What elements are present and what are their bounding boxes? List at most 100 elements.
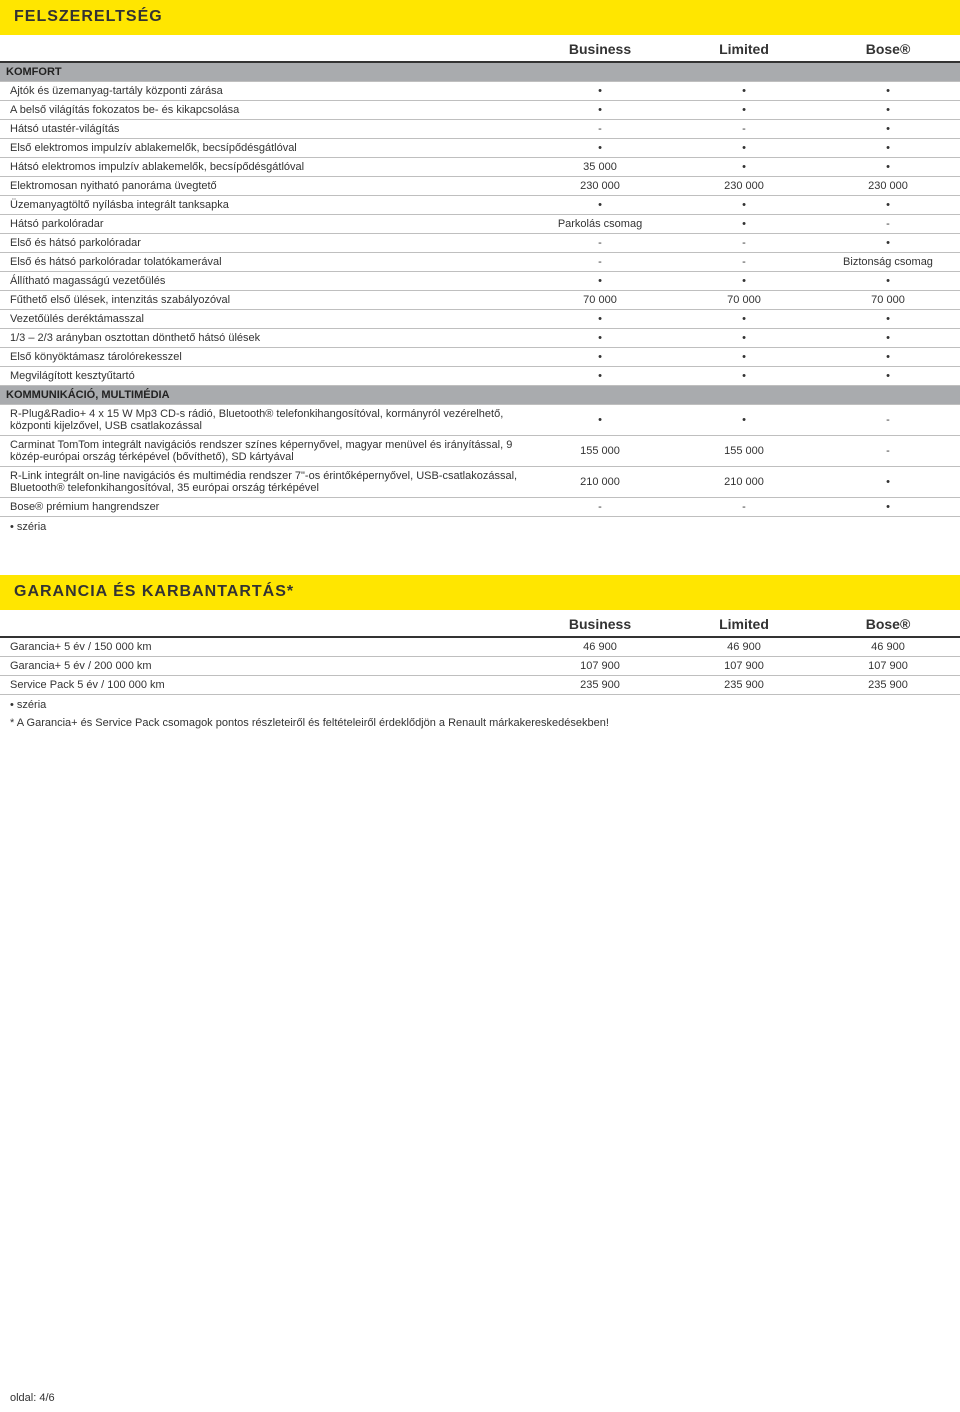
- row-value: •: [672, 405, 816, 436]
- section-title-2: GARANCIA ÉS KARBANTARTÁS*: [0, 575, 960, 610]
- row-value: 155 000: [528, 436, 672, 467]
- row-label: Első és hátsó parkolóradar tolatókameráv…: [0, 253, 528, 272]
- row-value: -: [528, 120, 672, 139]
- row-value: •: [672, 272, 816, 291]
- table-row: Elektromosan nyitható panoráma üvegtető2…: [0, 177, 960, 196]
- row-value: •: [528, 348, 672, 367]
- table-row: Első és hátsó parkolóradar--•: [0, 234, 960, 253]
- row-value: •: [816, 348, 960, 367]
- col-blank: [0, 610, 528, 637]
- row-label: Fűthető első ülések, intenzitás szabályo…: [0, 291, 528, 310]
- row-label: Első elektromos impulzív ablakemelők, be…: [0, 139, 528, 158]
- row-value: 210 000: [672, 467, 816, 498]
- row-value: •: [528, 272, 672, 291]
- section-row-label: KOMFORT: [0, 62, 960, 82]
- row-value: •: [816, 101, 960, 120]
- table-row: Ajtók és üzemanyag-tartály központi zárá…: [0, 82, 960, 101]
- row-label: R-Plug&Radio+ 4 x 15 W Mp3 CD-s rádió, B…: [0, 405, 528, 436]
- row-value: •: [528, 329, 672, 348]
- row-value: •: [528, 101, 672, 120]
- row-label: Ajtók és üzemanyag-tartály központi zárá…: [0, 82, 528, 101]
- row-value: 70 000: [672, 291, 816, 310]
- section-row-label: KOMMUNIKÁCIÓ, MULTIMÉDIA: [0, 386, 960, 405]
- table-row: Garancia+ 5 év / 150 000 km46 90046 9004…: [0, 637, 960, 657]
- equipment-table: Business Limited Bose® KOMFORTAjtók és ü…: [0, 35, 960, 517]
- row-label: Bose® prémium hangrendszer: [0, 498, 528, 517]
- row-label: 1/3 – 2/3 arányban osztottan dönthető há…: [0, 329, 528, 348]
- row-value: Biztonság csomag: [816, 253, 960, 272]
- row-value: 107 900: [672, 657, 816, 676]
- row-value: •: [672, 101, 816, 120]
- row-label: Állítható magasságú vezetőülés: [0, 272, 528, 291]
- row-value: •: [816, 234, 960, 253]
- row-value: 70 000: [528, 291, 672, 310]
- row-value: •: [672, 139, 816, 158]
- row-value: 107 900: [816, 657, 960, 676]
- col-bose: Bose®: [816, 610, 960, 637]
- row-value: -: [528, 253, 672, 272]
- row-value: •: [672, 329, 816, 348]
- table-header-row: Business Limited Bose®: [0, 35, 960, 62]
- table2-note-1: • széria: [0, 695, 960, 713]
- row-label: Megvilágított kesztyűtartó: [0, 367, 528, 386]
- row-label: Első és hátsó parkolóradar: [0, 234, 528, 253]
- table-row: Hátsó utastér-világítás--•: [0, 120, 960, 139]
- table-row: Vezetőülés deréktámasszal•••: [0, 310, 960, 329]
- row-label: A belső világítás fokozatos be- és kikap…: [0, 101, 528, 120]
- row-value: •: [672, 158, 816, 177]
- row-label: Hátsó elektromos impulzív ablakemelők, b…: [0, 158, 528, 177]
- table-row: Service Pack 5 év / 100 000 km235 900235…: [0, 676, 960, 695]
- row-value: •: [672, 215, 816, 234]
- row-value: •: [672, 196, 816, 215]
- table-row: Carminat TomTom integrált navigációs ren…: [0, 436, 960, 467]
- row-value: -: [672, 234, 816, 253]
- row-value: •: [528, 367, 672, 386]
- row-label: Service Pack 5 év / 100 000 km: [0, 676, 528, 695]
- table2-note-2: * A Garancia+ és Service Pack csomagok p…: [0, 713, 960, 731]
- row-value: •: [528, 196, 672, 215]
- row-label: Vezetőülés deréktámasszal: [0, 310, 528, 329]
- table-row: Hátsó elektromos impulzív ablakemelők, b…: [0, 158, 960, 177]
- row-value: •: [816, 82, 960, 101]
- row-label: Hátsó parkolóradar: [0, 215, 528, 234]
- row-value: •: [528, 82, 672, 101]
- table-row: Első könyöktámasz tárolórekesszel•••: [0, 348, 960, 367]
- row-value: 46 900: [528, 637, 672, 657]
- table-row: Első és hátsó parkolóradar tolatókameráv…: [0, 253, 960, 272]
- row-value: •: [816, 272, 960, 291]
- row-value: 46 900: [816, 637, 960, 657]
- row-value: 235 900: [528, 676, 672, 695]
- row-value: •: [816, 367, 960, 386]
- row-label: Garancia+ 5 év / 150 000 km: [0, 637, 528, 657]
- row-value: 230 000: [528, 177, 672, 196]
- row-value: 235 900: [816, 676, 960, 695]
- row-value: -: [672, 253, 816, 272]
- section-title-1: FELSZERELTSÉG: [0, 0, 960, 35]
- row-value: 46 900: [672, 637, 816, 657]
- row-value: 235 900: [672, 676, 816, 695]
- row-value: 155 000: [672, 436, 816, 467]
- col-business: Business: [528, 35, 672, 62]
- table-row: Garancia+ 5 év / 200 000 km107 900107 90…: [0, 657, 960, 676]
- row-value: 210 000: [528, 467, 672, 498]
- row-label: R-Link integrált on-line navigációs és m…: [0, 467, 528, 498]
- col-limited: Limited: [672, 610, 816, 637]
- row-value: •: [528, 310, 672, 329]
- row-value: •: [816, 196, 960, 215]
- table-header-row: Business Limited Bose®: [0, 610, 960, 637]
- row-label: Elektromosan nyitható panoráma üvegtető: [0, 177, 528, 196]
- row-value: •: [528, 405, 672, 436]
- row-label: Hátsó utastér-világítás: [0, 120, 528, 139]
- row-value: 70 000: [816, 291, 960, 310]
- row-value: -: [672, 498, 816, 517]
- table-row: Bose® prémium hangrendszer--•: [0, 498, 960, 517]
- row-value: -: [816, 215, 960, 234]
- row-value: •: [816, 310, 960, 329]
- row-value: •: [816, 120, 960, 139]
- col-bose: Bose®: [816, 35, 960, 62]
- section-row: KOMMUNIKÁCIÓ, MULTIMÉDIA: [0, 386, 960, 405]
- table-row: Állítható magasságú vezetőülés•••: [0, 272, 960, 291]
- row-value: -: [816, 405, 960, 436]
- page-footer: oldal: 4/6: [10, 1392, 55, 1404]
- row-value: •: [528, 139, 672, 158]
